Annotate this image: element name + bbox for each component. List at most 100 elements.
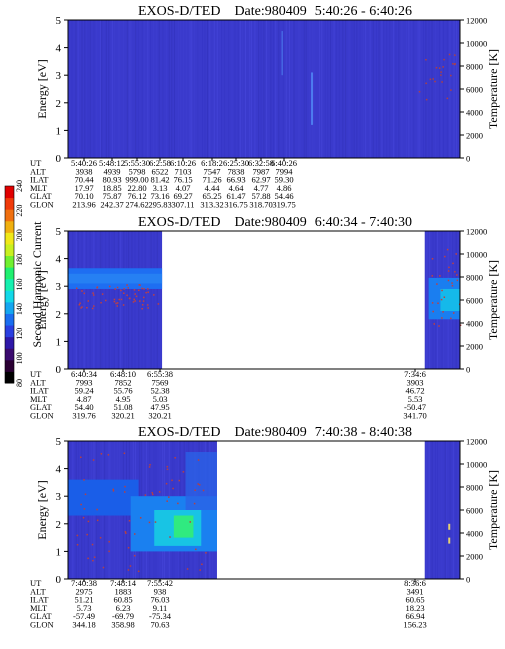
- data-streak: [389, 20, 391, 158]
- temperature-point: [452, 63, 454, 65]
- temperature-point: [132, 301, 135, 303]
- temperature-point: [434, 80, 436, 83]
- temperature-point: [100, 301, 102, 304]
- temperature-point: [83, 479, 85, 481]
- data-streak: [329, 20, 331, 158]
- panel-title: EXOS-D/TED Date:980409 5:40:26 - 6:40:26: [138, 4, 412, 19]
- data-streak: [153, 231, 155, 369]
- data-streak: [81, 20, 83, 158]
- data-streak: [260, 20, 262, 158]
- table-cell: 5:55:30: [124, 158, 150, 168]
- table-row-label: GLAT: [30, 402, 53, 412]
- y2-axis-label: Temperature [K]: [486, 470, 500, 550]
- data-streak: [111, 20, 113, 158]
- band-feature: [173, 515, 194, 538]
- data-streak: [206, 20, 208, 158]
- data-streak: [137, 20, 139, 158]
- temperature-point: [135, 295, 138, 298]
- table-cell: 51.08: [113, 402, 132, 412]
- data-streak: [378, 20, 380, 158]
- data-streak: [275, 20, 277, 158]
- y2-tick-label: 10000: [466, 460, 487, 470]
- data-streak: [338, 20, 340, 158]
- temperature-point: [425, 58, 427, 61]
- temperature-point: [168, 496, 170, 498]
- data-streak: [440, 20, 442, 158]
- temperature-point: [448, 53, 451, 56]
- table-cell: 6:55:38: [147, 369, 173, 379]
- temperature-point: [456, 279, 459, 282]
- y2-axis-label: Temperature [K]: [486, 260, 500, 340]
- table-cell: 295.83: [148, 200, 171, 210]
- temperature-point: [93, 305, 95, 307]
- temperature-point: [139, 284, 141, 286]
- data-streak: [242, 20, 244, 158]
- temperature-point: [165, 482, 168, 485]
- data-streak: [445, 441, 447, 579]
- data-streak: [147, 231, 149, 369]
- data-streak: [251, 20, 253, 158]
- colorbar-tick-label: 140: [15, 303, 24, 315]
- temperature-point: [193, 502, 196, 505]
- temperature-point: [137, 570, 140, 573]
- table-cell: 7:40:38: [71, 578, 97, 588]
- temperature-point: [129, 565, 132, 567]
- y2-tick-label: 2000: [466, 131, 483, 141]
- colorbar-tick-label: 180: [15, 254, 24, 266]
- temperature-point: [134, 533, 136, 535]
- temperature-point: [454, 54, 456, 56]
- temperature-point: [442, 311, 444, 313]
- table-cell: 7:34:6: [404, 369, 426, 379]
- data-streak: [135, 20, 137, 158]
- table-cell: 17.97: [74, 183, 93, 193]
- data-streak: [413, 20, 415, 158]
- data-streak: [446, 20, 448, 158]
- data-streak: [117, 231, 119, 369]
- data-streak: [401, 20, 403, 158]
- data-streak: [398, 20, 400, 158]
- temperature-point: [166, 500, 168, 502]
- table-cell: 6.23: [116, 603, 131, 613]
- table-cell: 18.85: [102, 183, 121, 193]
- temperature-point: [172, 487, 174, 490]
- temperature-point: [80, 503, 82, 506]
- data-streak: [449, 441, 451, 579]
- temperature-point: [141, 307, 143, 310]
- table-cell: 5.73: [77, 603, 92, 613]
- temperature-point: [448, 266, 450, 269]
- data-streak: [87, 20, 89, 158]
- panel-title: EXOS-D/TED Date:980409 6:40:34 - 7:40:30: [138, 215, 412, 230]
- table-cell: 341.70: [403, 411, 426, 421]
- data-streak: [237, 20, 239, 158]
- data-streak: [83, 231, 85, 369]
- y2-tick-label: 12000: [466, 437, 487, 447]
- temperature-point: [123, 452, 126, 455]
- data-streak: [356, 20, 358, 158]
- data-streak: [101, 231, 103, 369]
- temperature-point: [83, 292, 86, 295]
- y-tick-label: 2: [56, 98, 62, 110]
- temperature-point: [125, 532, 127, 534]
- colorbar-tick-label: 100: [15, 352, 24, 364]
- temperature-point: [447, 279, 450, 282]
- table-cell: 71.26: [202, 175, 221, 185]
- table-cell: 6:18:2: [201, 158, 223, 168]
- temperature-point: [450, 89, 452, 91]
- data-streak: [108, 231, 110, 369]
- data-streak: [425, 20, 427, 158]
- temperature-point: [91, 543, 94, 546]
- temperature-point: [116, 305, 119, 307]
- temperature-point: [147, 291, 149, 293]
- table-cell: 1883: [115, 586, 132, 596]
- colorbar-swatch: [5, 197, 14, 210]
- table-cell: 4.44: [205, 183, 221, 193]
- instrument-name: EXOS-D/TED: [138, 425, 220, 440]
- temperature-point: [450, 74, 452, 77]
- data-streak: [363, 20, 365, 158]
- colorbar-tick-label: 120: [15, 328, 24, 340]
- table-cell: 6:32:58: [248, 158, 274, 168]
- data-streak: [159, 231, 161, 369]
- temperature-point: [158, 491, 161, 493]
- instrument-name: EXOS-D/TED: [138, 215, 220, 230]
